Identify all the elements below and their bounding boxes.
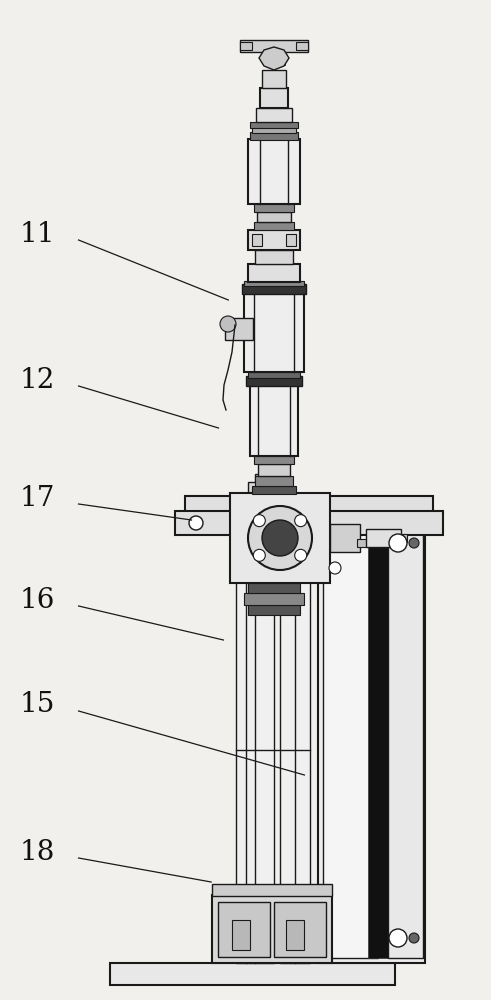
Bar xyxy=(250,132,298,140)
Bar xyxy=(110,963,395,985)
Bar xyxy=(357,539,369,547)
Bar xyxy=(230,493,330,583)
Bar xyxy=(248,605,300,615)
Text: 11: 11 xyxy=(20,222,55,248)
Circle shape xyxy=(189,516,203,530)
Bar xyxy=(218,902,270,957)
Bar xyxy=(250,122,298,128)
Bar xyxy=(274,902,326,957)
Bar xyxy=(248,139,300,204)
Bar xyxy=(252,486,296,494)
Circle shape xyxy=(248,506,312,570)
Bar xyxy=(248,230,300,250)
Text: 17: 17 xyxy=(20,485,55,512)
Bar xyxy=(212,895,332,963)
Bar xyxy=(263,51,285,65)
Text: 16: 16 xyxy=(20,586,55,613)
Bar xyxy=(254,456,294,464)
Bar xyxy=(244,292,304,372)
Bar xyxy=(286,920,304,950)
Bar xyxy=(330,524,360,552)
Bar xyxy=(296,42,308,50)
Text: 15: 15 xyxy=(20,692,55,718)
Bar xyxy=(286,234,296,246)
Bar xyxy=(366,529,401,547)
Bar xyxy=(257,212,291,222)
Bar xyxy=(236,498,274,963)
Bar xyxy=(244,593,304,605)
Bar xyxy=(388,523,423,958)
Circle shape xyxy=(389,534,407,552)
Bar xyxy=(248,264,300,282)
Bar xyxy=(248,583,300,593)
Bar xyxy=(255,476,293,486)
Bar xyxy=(255,250,293,264)
Circle shape xyxy=(295,515,307,527)
Bar xyxy=(318,518,425,963)
Bar xyxy=(225,318,253,340)
Bar xyxy=(255,474,271,482)
Bar xyxy=(242,284,306,294)
Bar xyxy=(232,920,250,950)
Bar xyxy=(368,523,388,958)
Circle shape xyxy=(295,549,307,561)
Bar xyxy=(252,234,262,246)
Bar xyxy=(175,511,443,535)
Bar xyxy=(248,482,278,496)
Bar xyxy=(323,523,378,958)
Circle shape xyxy=(262,520,298,556)
Bar xyxy=(260,88,288,108)
Bar xyxy=(185,496,433,512)
Bar xyxy=(244,281,304,286)
Bar xyxy=(399,534,407,542)
Bar xyxy=(212,884,332,896)
Circle shape xyxy=(389,929,407,947)
Circle shape xyxy=(253,549,265,561)
Bar xyxy=(254,222,294,230)
Text: 12: 12 xyxy=(20,366,55,393)
Text: 18: 18 xyxy=(20,838,55,865)
Bar xyxy=(254,204,294,212)
Bar xyxy=(256,108,292,122)
Bar xyxy=(262,70,286,88)
Bar xyxy=(258,464,290,476)
Bar xyxy=(240,40,308,52)
Bar xyxy=(248,372,300,378)
Polygon shape xyxy=(259,47,289,70)
Circle shape xyxy=(253,515,265,527)
Circle shape xyxy=(220,316,236,332)
Bar xyxy=(250,384,298,456)
Bar xyxy=(280,498,310,963)
Circle shape xyxy=(329,562,341,574)
Bar xyxy=(246,376,302,386)
Bar xyxy=(240,42,252,50)
Circle shape xyxy=(409,933,419,943)
Bar xyxy=(252,127,296,133)
Circle shape xyxy=(409,538,419,548)
